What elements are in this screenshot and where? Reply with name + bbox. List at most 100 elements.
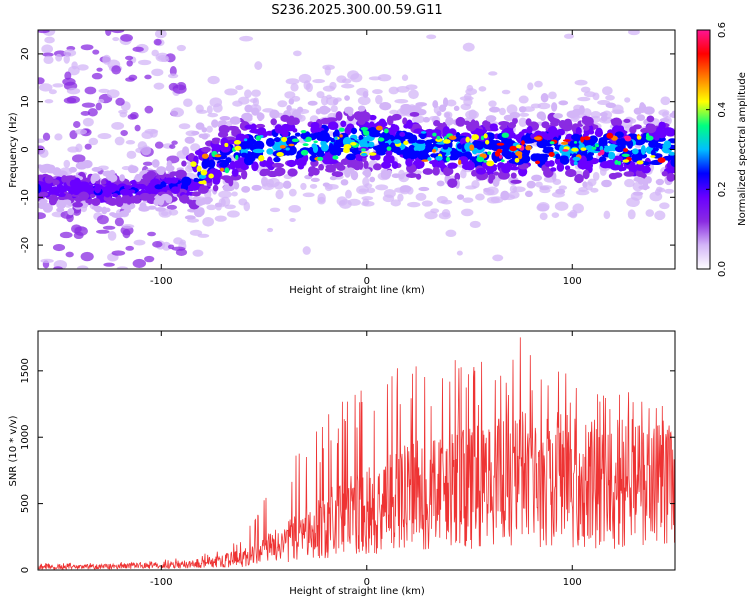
y-tick-label: 1000 [20,424,31,449]
heatmap-cell [340,120,347,128]
heatmap-cell [64,71,72,80]
heatmap-cell [638,185,650,190]
colorbar-tick-label: 0.4 [717,102,728,118]
heatmap-cell [565,168,577,178]
heatmap-hotspot [469,144,475,151]
heatmap-cell [537,102,551,110]
heatmap-cell [90,174,97,184]
heatmap-cell [358,160,364,170]
heatmap-cell [656,130,667,139]
heatmap-cell [42,203,53,213]
heatmap-cell [380,172,389,180]
heatmap-cell [377,74,392,82]
heatmap-cell [44,99,54,104]
heatmap-cell [282,180,292,189]
heatmap-cell [114,217,124,227]
heatmap-hotspot [483,133,488,139]
y-tick-label: -20 [20,237,31,253]
heatmap-cell [112,36,120,42]
heatmap-cell [646,115,655,123]
heatmap-cell [322,182,330,187]
heatmap-cell [347,107,354,117]
heatmap-cell [547,126,558,135]
heatmap-cell [160,57,170,63]
heatmap-hotspot [233,140,242,145]
heatmap-cell [583,116,594,127]
heatmap-cell [442,97,449,108]
heatmap-cell [659,202,670,210]
heatmap-cell [44,36,55,44]
heatmap-hotspot [431,148,437,153]
heatmap-cell [286,118,297,126]
heatmap-cell [436,180,445,187]
heatmap-cell [89,193,96,198]
heatmap-cell [544,160,552,168]
heatmap-cell [628,30,640,36]
heatmap-cell [98,88,110,93]
heatmap-cell [125,140,136,145]
heatmap-cell [125,55,134,61]
heatmap-hotspot [436,135,441,140]
heatmap-cell [87,108,98,117]
heatmap-cell [103,188,113,194]
heatmap-cell [506,104,518,115]
heatmap-hotspot [561,141,569,145]
heatmap-cell [482,122,491,127]
heatmap-cell [150,178,161,187]
heatmap-cell [151,159,160,168]
heatmap-cell [91,167,102,172]
heatmap-cell [85,199,94,204]
heatmap-cell [332,98,339,106]
heatmap-hotspot [480,135,485,141]
heatmap-cell [447,162,458,169]
heatmap-hotspot [636,160,644,165]
heatmap-cell [95,102,103,111]
heatmap-hotspot [516,144,522,149]
heatmap-cell [649,160,662,165]
heatmap-cell [102,54,112,65]
heatmap-cell [80,251,94,262]
heatmap-cell [102,225,116,230]
heatmap-cell [631,148,639,155]
heatmap-cell [330,105,338,113]
heatmap-cell [142,161,153,166]
x-tick-label: 0 [364,577,370,588]
heatmap-cell [361,200,375,207]
colorbar-tick-label: 0.2 [717,181,728,197]
heatmap-cell [239,35,254,42]
heatmap-cell [661,170,668,177]
heatmap-cell [206,125,213,133]
heatmap-cell [244,124,255,130]
heatmap-cell [640,144,646,155]
heatmap-cell [240,152,248,158]
heatmap-cell [485,115,497,123]
heatmap-hotspot [198,180,207,185]
heatmap-cell [462,42,475,52]
heatmap-cell [91,72,103,80]
heatmap-cell [324,167,336,173]
heatmap-cell [574,173,584,184]
heatmap-cell [589,139,596,146]
heatmap-hotspot [548,151,555,157]
heatmap-cell [375,94,383,105]
heatmap-cell [273,181,284,190]
heatmap-cell [277,100,288,108]
heatmap-cell [612,155,623,162]
heatmap-cell [288,98,295,105]
heatmap-cell [512,186,526,193]
heatmap-cell [127,113,137,120]
heatmap-cell [507,122,517,129]
heatmap-hotspot [486,160,495,167]
heatmap-cell [318,163,325,171]
heatmap-cell [310,177,320,183]
heatmap-cell [583,91,596,98]
heatmap-hotspot [219,167,224,172]
heatmap-cell [662,127,675,134]
heatmap-hotspot [580,136,585,143]
heatmap-cell [121,224,135,229]
heatmap-hotspot [368,152,377,156]
heatmap-cell [426,34,437,40]
snr-y-label: SNR (10 * v/v) [8,415,19,486]
heatmap-cell [580,86,591,93]
heatmap-hotspot [214,154,222,158]
